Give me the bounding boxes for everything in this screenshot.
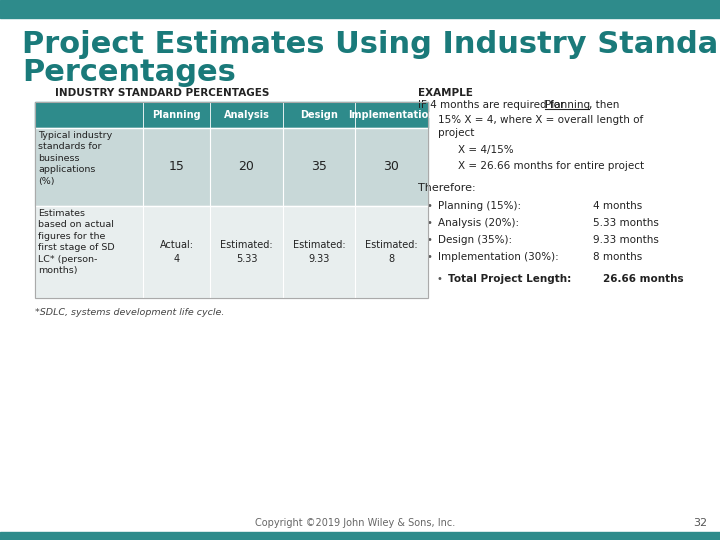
Text: , then: , then [589, 100, 619, 110]
Text: Typical industry
standards for
business
applications
(%): Typical industry standards for business … [38, 131, 112, 186]
Text: 15% X = 4, where X = overall length of: 15% X = 4, where X = overall length of [438, 115, 643, 125]
Text: Analysis: Analysis [224, 110, 269, 120]
Text: *SDLC, systems development life cycle.: *SDLC, systems development life cycle. [35, 308, 225, 317]
Text: 32: 32 [693, 518, 707, 528]
Text: 30: 30 [384, 160, 400, 173]
Text: Analysis (20%):: Analysis (20%): [438, 218, 519, 228]
Text: IF 4 months are required for: IF 4 months are required for [418, 100, 567, 110]
Text: EXAMPLE: EXAMPLE [418, 88, 473, 98]
Text: Estimates
based on actual
figures for the
first stage of SD
LC* (person-
months): Estimates based on actual figures for th… [38, 209, 114, 275]
Text: Percentages: Percentages [22, 58, 236, 87]
Text: project: project [438, 128, 474, 138]
Text: 5.33 months: 5.33 months [593, 218, 659, 228]
Text: Planning: Planning [545, 100, 590, 110]
Text: 20: 20 [238, 160, 254, 173]
Text: Implementation: Implementation [348, 110, 435, 120]
Text: Planning (15%):: Planning (15%): [438, 201, 521, 211]
Text: •: • [426, 235, 432, 245]
Text: X = 26.66 months for entire project: X = 26.66 months for entire project [458, 161, 644, 171]
Text: Total Project Length:: Total Project Length: [448, 274, 571, 284]
Text: •: • [426, 218, 432, 228]
Bar [35, 102, 428, 298]
Text: Estimated:
9.33: Estimated: 9.33 [293, 240, 346, 264]
Text: Planning: Planning [152, 110, 201, 120]
Text: X = 4/15%: X = 4/15% [458, 145, 513, 155]
Text: Therefore:: Therefore: [418, 183, 476, 193]
Bar [0, 0, 720, 18]
Text: Project Estimates Using Industry Standard: Project Estimates Using Industry Standar… [22, 30, 720, 59]
Text: Estimated:
5.33: Estimated: 5.33 [220, 240, 273, 264]
Bar [35, 128, 428, 206]
Text: INDUSTRY STANDARD PERCENTAGES: INDUSTRY STANDARD PERCENTAGES [55, 88, 269, 98]
Text: 26.66 months: 26.66 months [603, 274, 683, 284]
Text: Design: Design [300, 110, 338, 120]
Text: 4 months: 4 months [593, 201, 642, 211]
Text: Estimated:
8: Estimated: 8 [365, 240, 418, 264]
Text: Actual:
4: Actual: 4 [160, 240, 194, 264]
Text: •: • [426, 252, 432, 262]
Bar [35, 206, 428, 298]
Text: •: • [426, 201, 432, 211]
Bar [35, 102, 428, 128]
Text: •: • [436, 274, 442, 284]
Text: 15: 15 [168, 160, 184, 173]
Text: Implementation (30%):: Implementation (30%): [438, 252, 559, 262]
Text: 35: 35 [311, 160, 327, 173]
Text: Copyright ©2019 John Wiley & Sons, Inc.: Copyright ©2019 John Wiley & Sons, Inc. [255, 518, 455, 528]
Text: 9.33 months: 9.33 months [593, 235, 659, 245]
Bar [0, 532, 720, 540]
Text: Design (35%):: Design (35%): [438, 235, 512, 245]
Text: 8 months: 8 months [593, 252, 642, 262]
